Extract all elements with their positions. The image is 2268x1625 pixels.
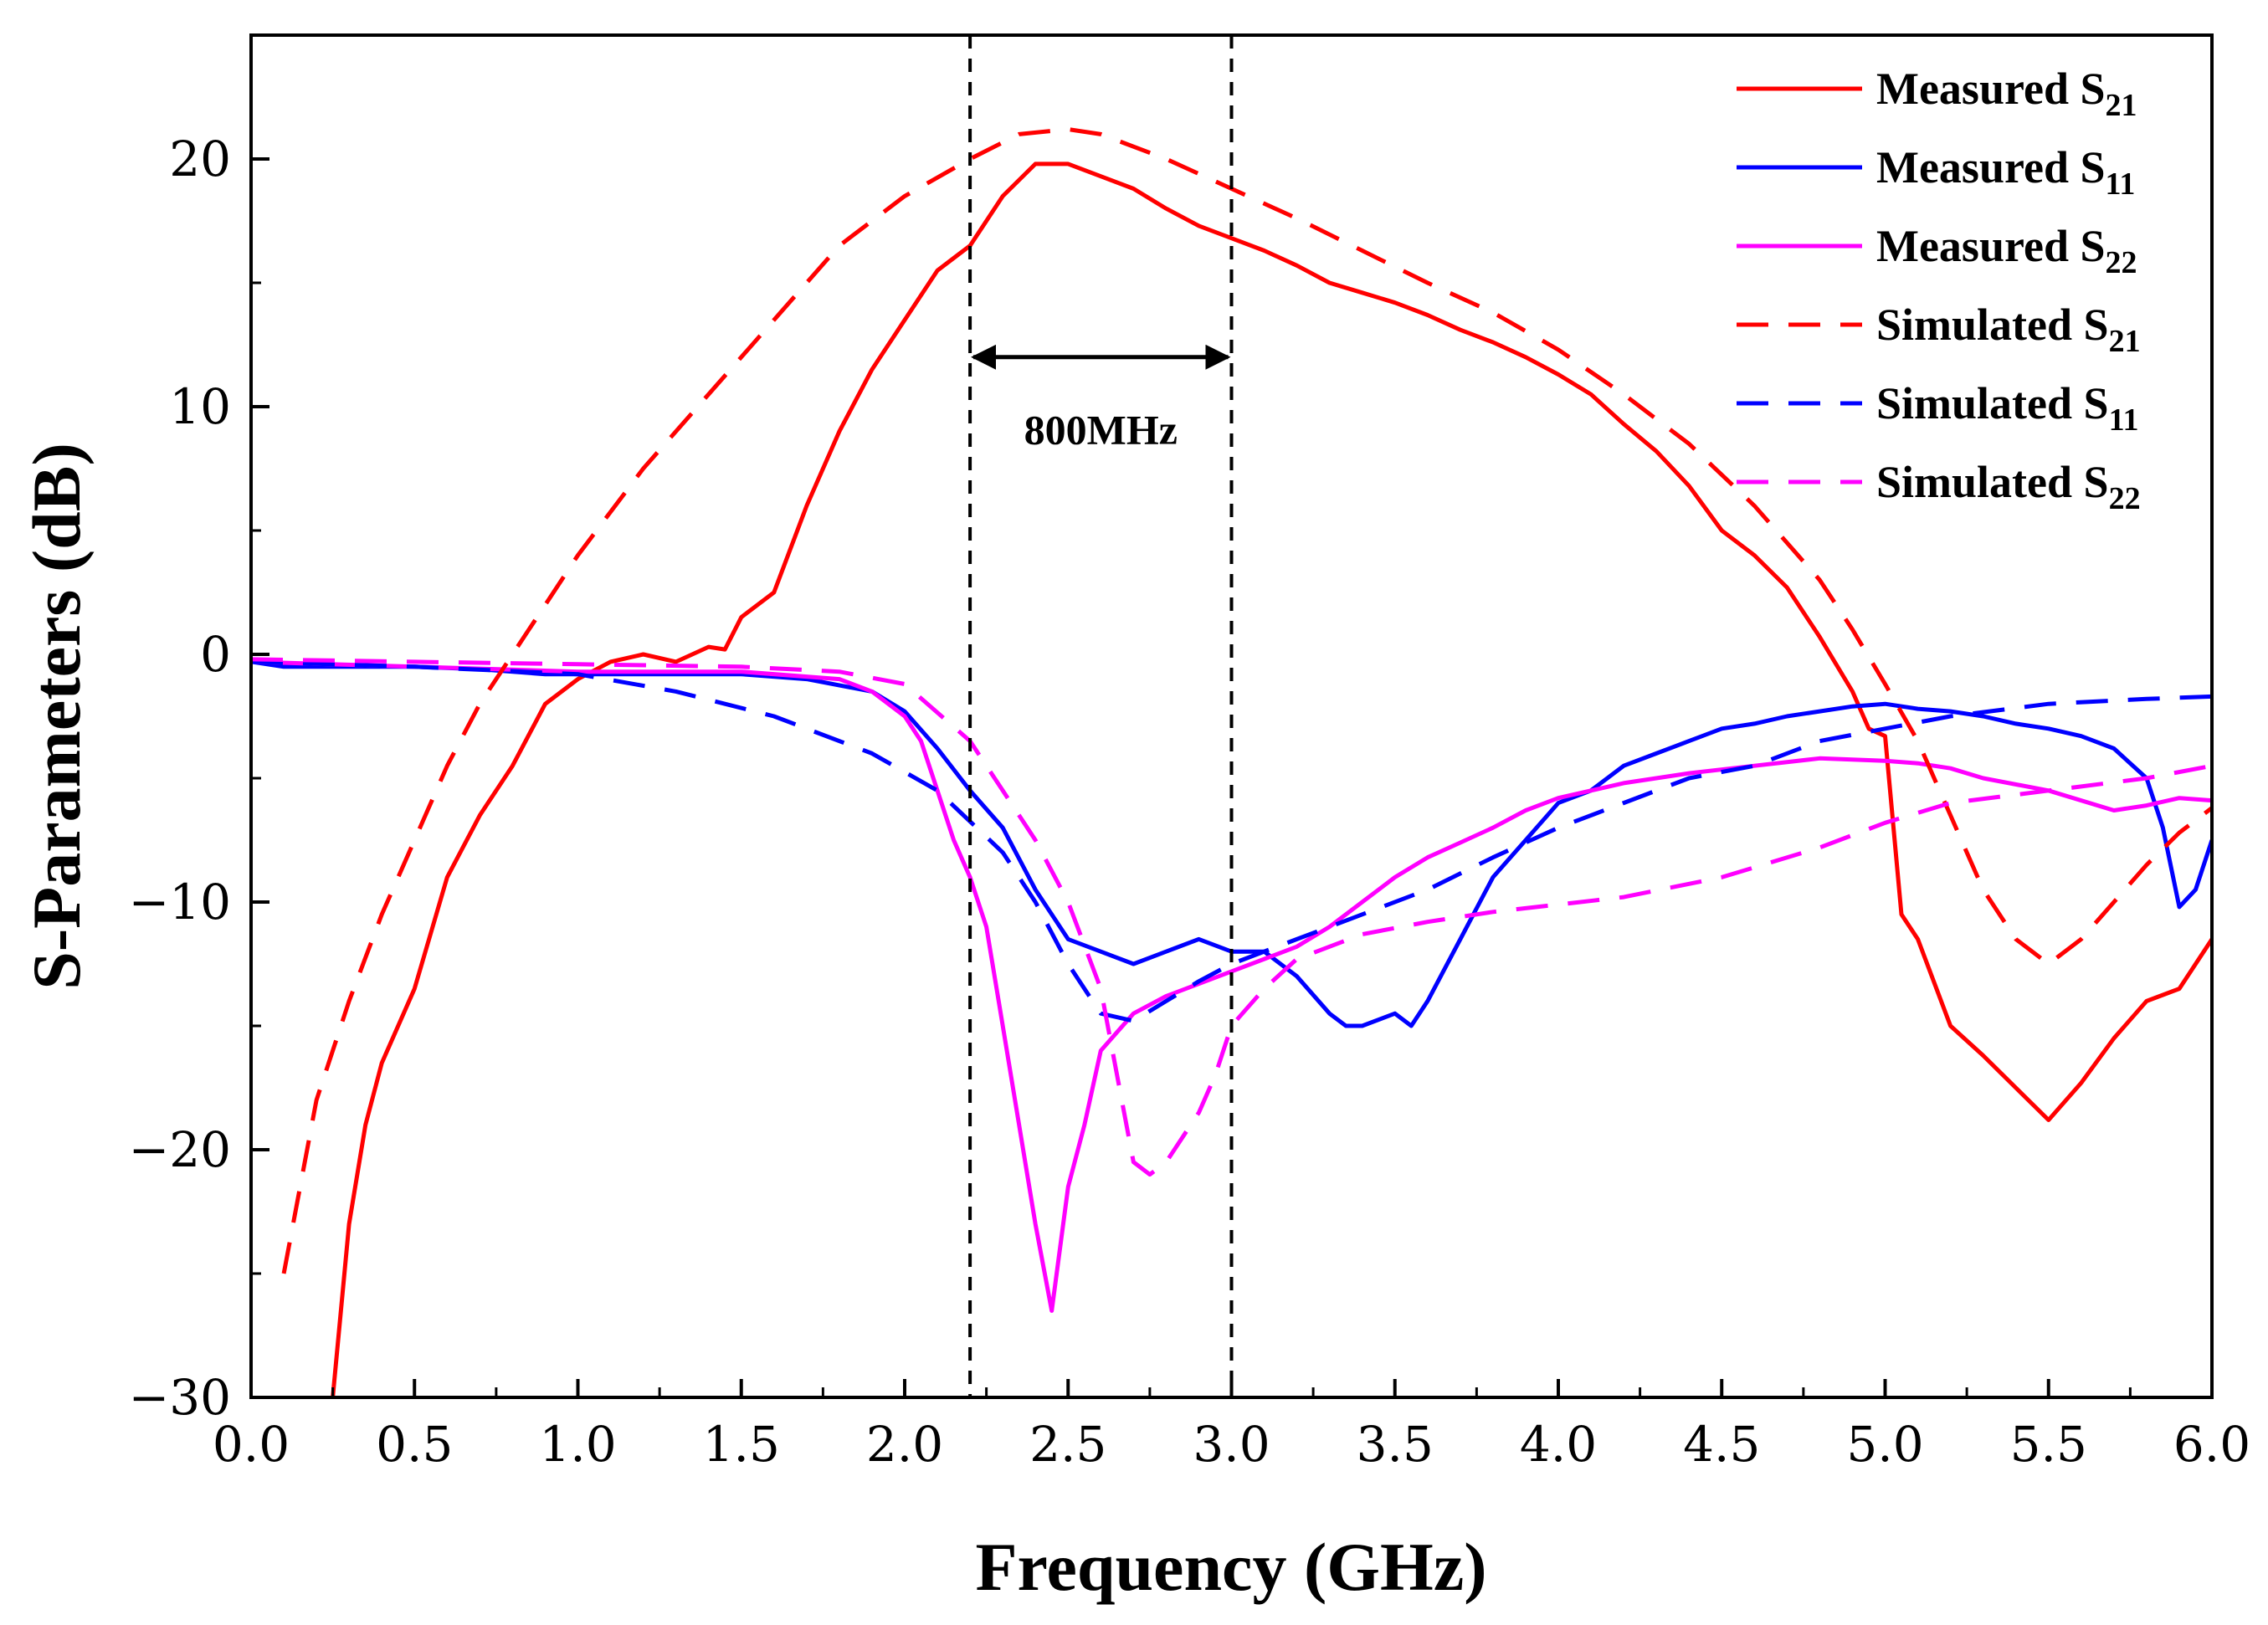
y-tick-label: 20 bbox=[169, 131, 231, 187]
y-tick-label: −10 bbox=[129, 874, 231, 930]
x-tick-label: 2.0 bbox=[866, 1416, 943, 1473]
x-axis-ticks: 0.0 0.5 1.0 1.5 2.0 2.5 3.0 3.5 4.0 4.5 5.0 5.5 6.0 bbox=[213, 1379, 2250, 1473]
x-tick-label: 1.5 bbox=[703, 1416, 780, 1473]
bandwidth-label: 800MHz bbox=[1024, 406, 1178, 453]
legend-label: Measured S11 bbox=[1876, 142, 2135, 202]
x-tick-label: 4.5 bbox=[1683, 1416, 1760, 1473]
legend-label: Simulated S22 bbox=[1876, 457, 2141, 516]
series-line-simulated-s11 bbox=[251, 659, 2212, 1023]
x-tick-label: 0.5 bbox=[376, 1416, 453, 1473]
y-tick-label: 0 bbox=[200, 626, 231, 683]
y-tick-label: 10 bbox=[169, 378, 231, 435]
bandwidth-annotation: 800MHz bbox=[968, 35, 1234, 1397]
y-axis-ticks: −30 −20 −10 0 10 20 bbox=[129, 131, 269, 1426]
x-tick-label: 5.5 bbox=[2010, 1416, 2087, 1473]
x-tick-label: 1.0 bbox=[539, 1416, 616, 1473]
x-axis-title: Frequency (GHz) bbox=[975, 1529, 1486, 1605]
y-axis-title: S-Parameters (dB) bbox=[18, 443, 95, 990]
y-tick-label: −30 bbox=[129, 1369, 231, 1426]
x-tick-label: 4.0 bbox=[1520, 1416, 1597, 1473]
x-tick-label: 2.5 bbox=[1029, 1416, 1106, 1473]
x-tick-label: 3.5 bbox=[1357, 1416, 1434, 1473]
x-tick-label: 6.0 bbox=[2173, 1416, 2250, 1473]
x-tick-label: 3.0 bbox=[1193, 1416, 1270, 1473]
legend: Measured S21 Measured S11 Measured S22 Simu… bbox=[1737, 64, 2141, 516]
series-line-measured-s21 bbox=[331, 161, 2212, 1397]
x-tick-label: 5.0 bbox=[1846, 1416, 1923, 1473]
y-tick-label: −20 bbox=[129, 1121, 231, 1178]
series-line-measured-s11 bbox=[251, 659, 2212, 1028]
series-line-simulated-s22 bbox=[251, 657, 2212, 1177]
series-line-measured-s22 bbox=[251, 659, 2212, 1313]
legend-label: Simulated S21 bbox=[1876, 300, 2141, 359]
legend-label: Measured S22 bbox=[1876, 221, 2137, 280]
x-tick-label: 0.0 bbox=[213, 1416, 290, 1473]
legend-label: Simulated S11 bbox=[1876, 378, 2138, 438]
legend-label: Measured S21 bbox=[1876, 64, 2137, 123]
